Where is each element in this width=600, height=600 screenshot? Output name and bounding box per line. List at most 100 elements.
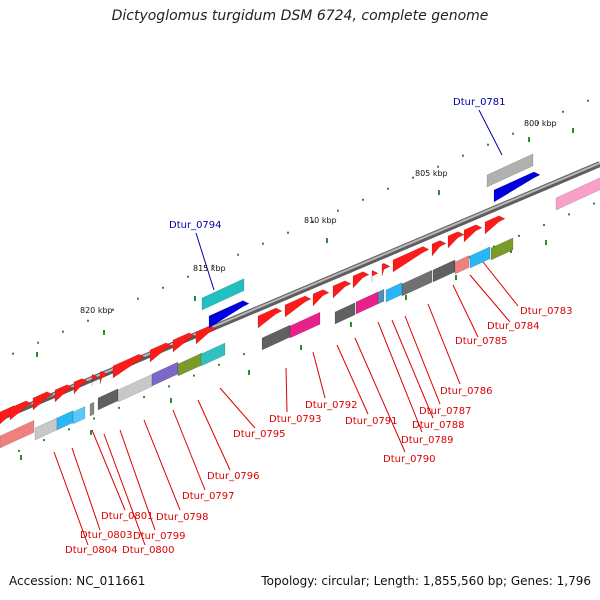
forward-gene xyxy=(371,270,379,282)
outer-scale-dot xyxy=(287,231,289,234)
outer-scale-dot xyxy=(512,132,514,135)
reverse-gene xyxy=(72,406,86,425)
gene-label-dtur-0785[interactable]: Dtur_0785 xyxy=(455,336,508,347)
inner-major-tick xyxy=(300,345,302,350)
gene-label-dtur-0803[interactable]: Dtur_0803 xyxy=(80,530,133,541)
reverse-gene xyxy=(56,410,74,431)
reverse-gene xyxy=(385,282,403,303)
gene-label-dtur-0789[interactable]: Dtur_0789 xyxy=(401,435,454,446)
gene-label-dtur-0781[interactable]: Dtur_0781 xyxy=(453,97,506,108)
gene-label-dtur-0794[interactable]: Dtur_0794 xyxy=(169,220,222,231)
gene-label-dtur-0791[interactable]: Dtur_0791 xyxy=(345,416,398,427)
kbp-label-815: 815 kbp xyxy=(193,264,226,273)
inner-major-tick xyxy=(170,398,172,403)
major-tick xyxy=(194,296,196,301)
outer-scale-dot xyxy=(112,308,114,311)
inner-scale-dot xyxy=(568,213,570,216)
reverse-gene xyxy=(490,237,514,261)
outer-scale-dot xyxy=(487,143,489,146)
inner-scale-dot xyxy=(118,406,120,409)
forward-gene xyxy=(392,246,430,273)
backbone-highlight xyxy=(0,162,600,418)
forward-gene xyxy=(32,391,54,411)
gene-label-dtur-0787[interactable]: Dtur_0787 xyxy=(419,406,472,417)
forward-gene xyxy=(172,332,196,353)
inner-scale-dot xyxy=(168,385,170,388)
reverse-gene xyxy=(89,401,95,417)
gene-glyph-dtur-0794-bottom xyxy=(208,300,250,329)
gene-leader-line xyxy=(103,433,146,546)
inner-scale-dot xyxy=(143,396,145,399)
outer-scale-dot xyxy=(337,209,339,212)
figure-title: Dictyoglomus turgidum DSM 6724, complete… xyxy=(111,8,489,24)
reverse-gene xyxy=(117,373,153,403)
genome-backbone xyxy=(0,161,600,421)
gene-label-dtur-0804[interactable]: Dtur_0804 xyxy=(65,545,118,556)
gene-leader-line xyxy=(427,303,461,385)
reverse-gene xyxy=(151,361,179,387)
gene-leader-line xyxy=(452,284,479,338)
outer-scale-dot xyxy=(362,198,364,201)
gene-label-dtur-0797[interactable]: Dtur_0797 xyxy=(182,491,235,502)
gene-label-dtur-0795[interactable]: Dtur_0795 xyxy=(233,429,286,440)
forward-gene xyxy=(99,371,109,385)
gene-label-dtur-0800[interactable]: Dtur_0800 xyxy=(122,545,175,556)
reverse-gene xyxy=(97,388,119,411)
outer-scale-dot xyxy=(262,242,264,245)
major-tick xyxy=(326,238,328,243)
gene-label-dtur-0783[interactable]: Dtur_0783 xyxy=(520,306,573,317)
outer-scale-dot xyxy=(462,154,464,157)
inner-major-tick xyxy=(350,322,352,327)
gene-leader-line xyxy=(336,344,369,415)
major-tick xyxy=(528,137,530,142)
forward-gene xyxy=(73,378,89,395)
outer-scale-dot xyxy=(237,253,239,256)
accession-text: Accession: NC_011661 xyxy=(9,574,146,588)
gene-glyph-dtur-0794-top xyxy=(201,278,245,311)
gene-leader-line xyxy=(354,337,406,453)
inner-scale-dot xyxy=(93,417,95,420)
gene-leader-line xyxy=(71,447,101,531)
gene-label-dtur-0793[interactable]: Dtur_0793 xyxy=(269,414,322,425)
gene-label-dtur-0790[interactable]: Dtur_0790 xyxy=(383,454,436,465)
reverse-gene xyxy=(200,342,226,367)
gene-leader-line xyxy=(197,399,231,471)
forward-gene xyxy=(91,374,99,386)
inner-major-tick xyxy=(405,295,407,300)
reverse-gene xyxy=(334,302,356,325)
forward-gene xyxy=(149,342,173,363)
forward-gene xyxy=(484,215,506,235)
forward-gene xyxy=(431,240,447,257)
outer-scale-dot xyxy=(562,110,564,113)
gene-leader-line xyxy=(469,274,511,323)
gene-label-dtur-0788[interactable]: Dtur_0788 xyxy=(412,420,465,431)
forward-gene xyxy=(463,224,483,243)
gene-leader-line xyxy=(119,429,156,531)
kbp-label-820: 820 kbp xyxy=(80,306,113,315)
outer-scale-dot xyxy=(587,99,589,102)
outer-scale-dot xyxy=(37,341,39,344)
gene-label-dtur-0801[interactable]: Dtur_0801 xyxy=(101,511,154,522)
gene-label-dtur-0798[interactable]: Dtur_0798 xyxy=(156,512,209,523)
gene-label-dtur-0786[interactable]: Dtur_0786 xyxy=(440,386,493,397)
outer-scale-dot xyxy=(212,264,214,267)
inner-scale-dot xyxy=(243,353,245,356)
gene-label-dtur-0796[interactable]: Dtur_0796 xyxy=(207,471,260,482)
major-tick xyxy=(572,128,574,133)
forward-gene xyxy=(54,384,74,403)
major-tick xyxy=(438,190,440,195)
outer-scale-dot xyxy=(387,187,389,190)
forward-gene xyxy=(332,280,352,299)
reverse-gene xyxy=(34,417,58,441)
forward-gene xyxy=(112,354,146,379)
reverse-gene xyxy=(261,324,291,351)
inner-scale-dot xyxy=(218,363,220,366)
gene-label-dtur-0792[interactable]: Dtur_0792 xyxy=(305,400,358,411)
gene-label-dtur-0799[interactable]: Dtur_0799 xyxy=(133,531,186,542)
forward-gene xyxy=(257,307,283,329)
reverse-gene xyxy=(0,419,35,449)
forward-gene xyxy=(447,231,465,249)
gene-label-dtur-0784[interactable]: Dtur_0784 xyxy=(487,321,540,332)
